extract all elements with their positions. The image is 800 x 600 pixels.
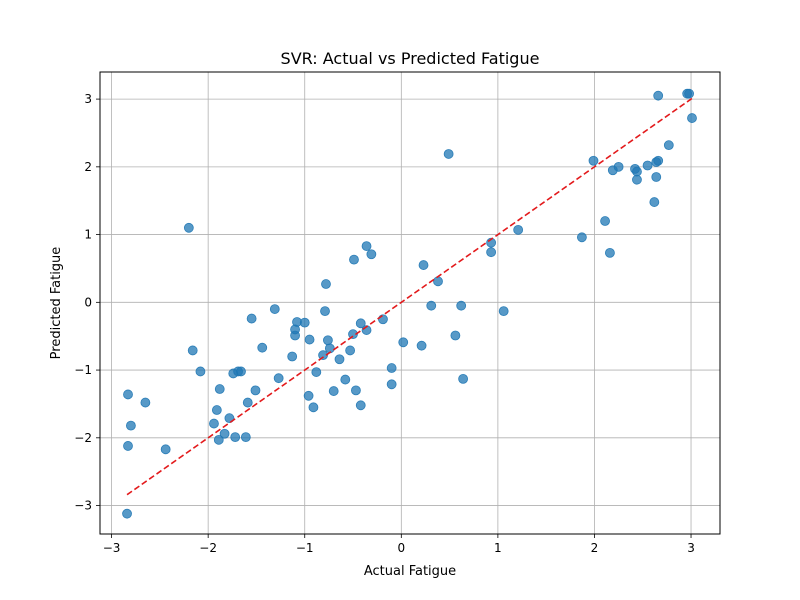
data-point [642, 160, 653, 171]
data-point [242, 397, 253, 408]
data-point [230, 432, 241, 443]
data-point [426, 300, 437, 311]
data-point [498, 306, 509, 317]
y-tick-label: −1 [74, 363, 92, 377]
y-tick-label: 1 [84, 228, 92, 242]
data-point [361, 241, 372, 251]
data-point [632, 166, 642, 177]
data-point [240, 432, 251, 443]
data-point [269, 304, 280, 314]
y-tick-label: 2 [84, 160, 92, 174]
data-point [386, 379, 397, 390]
y-axis-label: Predicted Fatigue [49, 247, 64, 360]
data-point [209, 418, 219, 429]
data-point [632, 174, 642, 185]
data-point [684, 88, 694, 99]
data-point [345, 345, 356, 356]
data-point [195, 366, 206, 377]
x-tick-label: 2 [591, 541, 599, 555]
x-tick-label: 0 [397, 541, 405, 555]
data-point [219, 428, 230, 439]
data-point [187, 345, 198, 356]
x-tick-label: −2 [199, 541, 217, 555]
data-point [605, 247, 615, 258]
data-point [236, 366, 246, 377]
x-tick-label: 1 [494, 541, 502, 555]
x-axis-label: Actual Fatigue [364, 564, 456, 579]
data-point [303, 390, 314, 401]
data-point [653, 90, 664, 101]
y-tick-label: 0 [84, 295, 92, 309]
data-points [122, 88, 697, 519]
y-tick-label: −2 [74, 431, 92, 445]
data-point [140, 397, 151, 408]
x-tick-label: 3 [687, 541, 695, 555]
data-point [299, 317, 310, 328]
data-point [416, 340, 427, 351]
data-point [577, 232, 587, 243]
plot-frame [99, 71, 721, 535]
data-point [160, 444, 171, 455]
data-point [122, 508, 132, 519]
data-point [211, 405, 222, 415]
data-point [653, 155, 664, 166]
data-point [458, 373, 469, 384]
y-tick-label: −3 [74, 499, 92, 513]
data-point [183, 222, 194, 233]
y-tick-label: 3 [84, 92, 92, 106]
data-point [349, 254, 359, 265]
data-point [320, 306, 330, 317]
data-point [348, 329, 358, 340]
data-point [486, 247, 497, 258]
data-point [613, 161, 624, 172]
data-point [334, 354, 345, 365]
data-point [273, 373, 284, 384]
data-point [443, 149, 454, 159]
data-point [588, 155, 599, 166]
data-point [126, 420, 136, 431]
reference-line [126, 97, 694, 496]
data-point [600, 216, 610, 226]
data-point [340, 374, 351, 385]
data-point [351, 385, 361, 396]
data-point [651, 172, 662, 182]
data-point [246, 313, 257, 324]
data-point [355, 400, 366, 411]
data-point [214, 384, 225, 394]
data-point [450, 330, 461, 341]
data-point [366, 249, 377, 260]
data-point [123, 389, 133, 400]
data-point [321, 279, 331, 289]
chart-title: SVR: Actual vs Predicted Fatigue [281, 49, 540, 68]
data-point [213, 434, 224, 445]
data-point [418, 260, 429, 270]
data-point [123, 441, 133, 451]
data-point [257, 342, 268, 353]
x-tick-label: −1 [296, 541, 314, 555]
data-point [328, 386, 339, 396]
data-point [378, 314, 388, 325]
data-point [456, 300, 467, 311]
data-point [304, 334, 315, 345]
data-point [311, 367, 322, 377]
data-point [398, 337, 409, 348]
axis-ticks: −3 −2 −1 0 1 2 3 −3 −2 −1 0 1 2 3 [74, 92, 695, 555]
data-point [308, 402, 319, 413]
data-point [250, 385, 261, 396]
data-point [323, 335, 333, 346]
data-point [513, 224, 524, 235]
data-point [663, 140, 674, 151]
data-point [649, 197, 660, 207]
data-point [687, 113, 697, 123]
data-point [386, 363, 397, 373]
data-point [433, 276, 443, 287]
x-tick-label: −3 [103, 541, 121, 555]
data-point [318, 350, 328, 361]
data-point [287, 351, 298, 362]
data-point [355, 318, 366, 329]
